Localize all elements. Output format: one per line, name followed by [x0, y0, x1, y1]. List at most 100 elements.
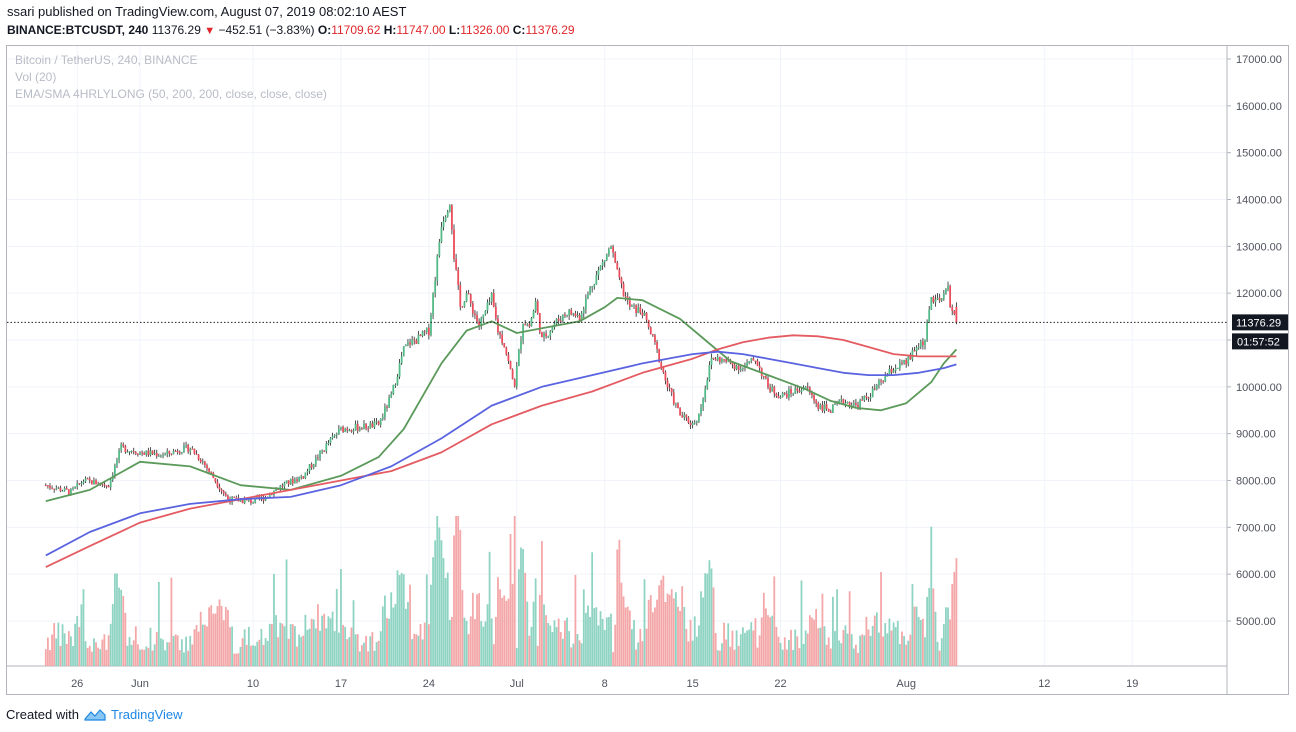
candle-body: [520, 340, 522, 350]
volume-bar: [329, 618, 332, 666]
candle-body: [536, 301, 539, 314]
volume-bar: [49, 650, 51, 666]
volume-bar: [145, 646, 148, 666]
candle-body: [934, 299, 937, 303]
candle-body: [281, 485, 284, 487]
candle-body: [664, 372, 667, 381]
candle-body: [137, 453, 139, 455]
candle-body: [442, 221, 445, 228]
volume-bar: [769, 617, 771, 666]
volume-bar: [626, 606, 629, 666]
ema200-line: [45, 350, 957, 557]
candle-body: [350, 430, 353, 432]
candle-body: [716, 356, 719, 361]
volume-bar: [591, 552, 594, 666]
candle-body: [903, 360, 905, 364]
candle-body: [909, 356, 912, 360]
candle-body: [53, 488, 56, 490]
volume-bar: [465, 620, 468, 666]
volume-bar: [796, 636, 799, 666]
volume-bar: [840, 643, 843, 666]
candle-body: [492, 293, 495, 307]
candle-body: [574, 313, 577, 317]
candle-body: [800, 390, 803, 393]
volume-bar: [886, 633, 889, 666]
y-tick-label: 15000.00: [1236, 148, 1282, 160]
volume-bar: [922, 618, 924, 666]
volume-bar: [601, 618, 604, 666]
volume-bar: [141, 649, 143, 666]
candle-body: [417, 334, 420, 344]
volume-bar: [639, 628, 642, 666]
candle-body: [331, 436, 334, 439]
volume-bar: [352, 600, 355, 666]
candle-body: [641, 312, 644, 316]
candle-body: [93, 480, 95, 485]
volume-bar: [270, 624, 273, 666]
candle-body: [566, 315, 568, 317]
volume-bar: [890, 630, 893, 666]
volume-bar: [457, 516, 460, 666]
candle-body: [59, 487, 62, 492]
tradingview-logo-icon: [84, 708, 106, 721]
price-chart[interactable]: 17000.00 16000.00 15000.00 14000.00 13000.00…: [0, 0, 1296, 700]
candle-body: [185, 444, 187, 446]
tradingview-brand[interactable]: TradingView: [110, 707, 183, 722]
volume-bar: [153, 644, 156, 666]
candle-body: [394, 384, 397, 386]
volume-bar: [909, 634, 912, 666]
volume-bar: [605, 617, 608, 666]
candle-body: [384, 406, 386, 417]
volume-bar: [733, 649, 736, 666]
x-tick-label: 22: [774, 678, 786, 690]
volume-bar: [936, 641, 939, 666]
volume-bar: [915, 606, 918, 666]
volume-bar: [823, 626, 826, 666]
countdown-label: 01:57:52: [1237, 336, 1280, 348]
candle-body: [415, 340, 418, 344]
candle-body: [785, 393, 788, 398]
volume-bars: [44, 516, 958, 666]
volume-bar: [865, 616, 868, 666]
volume-bar: [662, 575, 665, 666]
volume-bar: [530, 626, 533, 666]
volume-bar: [193, 629, 196, 666]
volume-bar: [815, 609, 818, 666]
volume-bar: [432, 557, 434, 666]
candle-body: [530, 318, 533, 327]
volume-bar: [794, 629, 797, 666]
volume-bar: [197, 631, 200, 666]
candle-body: [287, 480, 290, 485]
candle-body: [639, 307, 642, 313]
volume-bar: [670, 589, 673, 666]
volume-bar: [624, 607, 627, 666]
volume-bar: [561, 638, 564, 666]
candle-body: [762, 375, 765, 377]
volume-bar: [155, 632, 158, 666]
volume-bar: [396, 570, 399, 666]
volume-bar: [507, 598, 510, 666]
volume-bar: [463, 617, 466, 666]
volume-bar: [649, 595, 652, 666]
volume-bar: [951, 584, 954, 666]
volume-bar: [417, 635, 420, 666]
volume-bar: [480, 621, 483, 666]
volume-bar: [811, 617, 813, 666]
x-tick-label: Aug: [896, 678, 916, 690]
candle-body: [886, 375, 889, 377]
volume-bar: [78, 627, 81, 666]
candle-body: [551, 327, 554, 332]
candle-body: [819, 404, 822, 409]
volume-bar: [905, 644, 908, 666]
volume-bar: [735, 630, 738, 666]
candle-body: [147, 450, 150, 456]
volume-bar: [57, 622, 60, 666]
volume-bar: [788, 640, 790, 666]
candle-body: [857, 404, 859, 408]
open-label: O:: [317, 23, 332, 37]
volume-bar: [306, 629, 309, 666]
volume-bar: [317, 604, 319, 666]
volume-bar: [628, 610, 631, 666]
candle-body: [750, 358, 753, 362]
volume-bar: [300, 636, 303, 666]
